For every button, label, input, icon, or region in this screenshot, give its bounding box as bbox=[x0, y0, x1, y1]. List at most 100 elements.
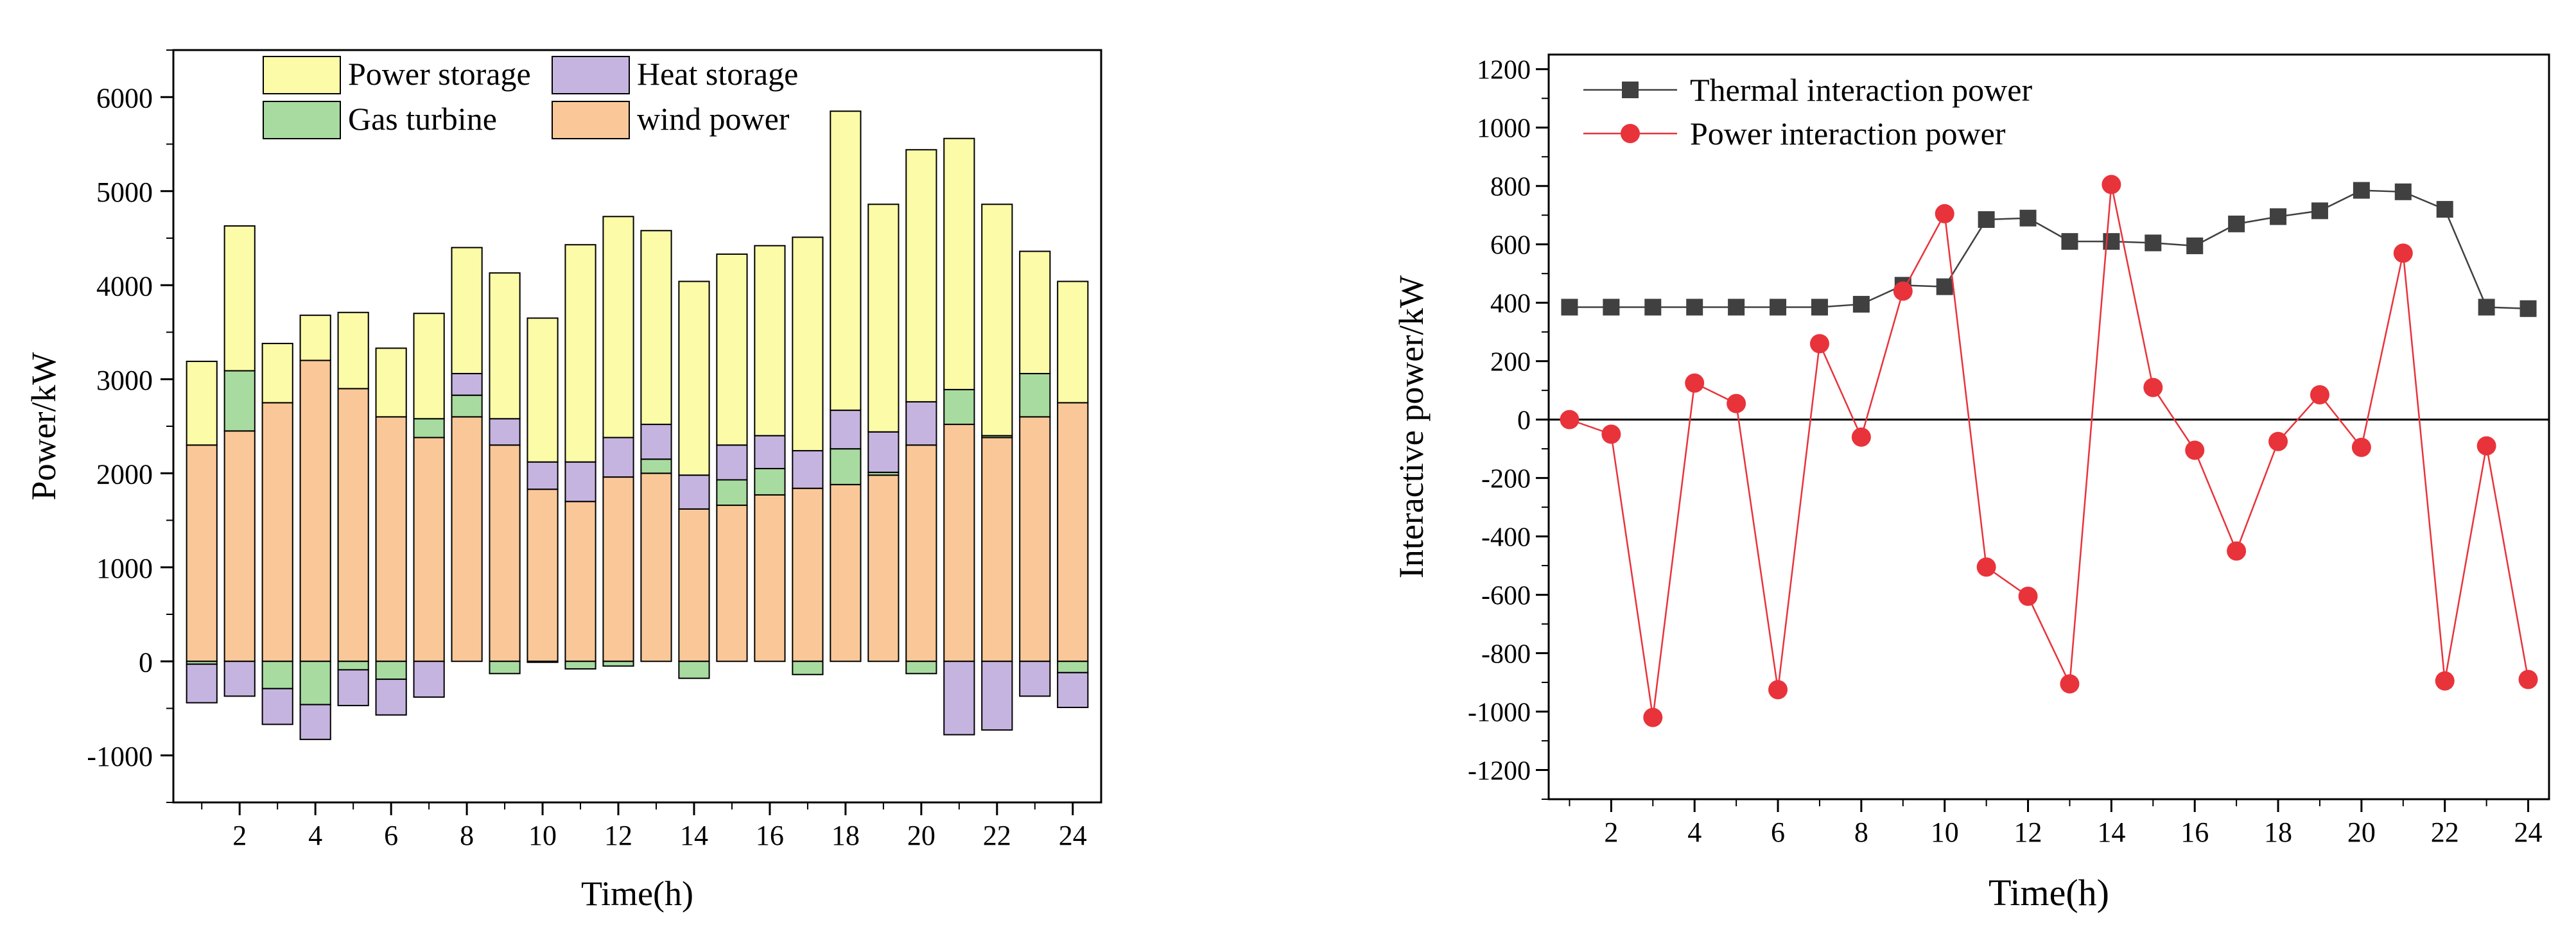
bar-segment bbox=[299, 359, 331, 662]
bar-segment bbox=[602, 661, 634, 667]
y-tick-label: 0 bbox=[1517, 406, 1531, 436]
data-point bbox=[1644, 298, 1662, 316]
series-line bbox=[1569, 184, 2529, 718]
bar-segment bbox=[375, 679, 407, 716]
x-tick-label: 22 bbox=[983, 820, 1011, 851]
bar-segment bbox=[337, 661, 369, 671]
bar-segment bbox=[337, 388, 369, 662]
data-point bbox=[1768, 680, 1788, 700]
bar-segment bbox=[451, 416, 483, 662]
bar-segment bbox=[1057, 402, 1089, 662]
bar-segment bbox=[413, 437, 445, 662]
legend-marker bbox=[1622, 82, 1639, 98]
bar-segment bbox=[489, 444, 521, 662]
data-point bbox=[1770, 298, 1787, 316]
plot-frame bbox=[1547, 53, 2550, 800]
y-tick-label: -400 bbox=[1481, 523, 1531, 553]
data-point bbox=[1728, 298, 1745, 316]
y-tick-label: 6000 bbox=[96, 82, 153, 114]
legend-swatch bbox=[552, 101, 630, 139]
bar-segment bbox=[451, 247, 483, 374]
bar-segment bbox=[754, 435, 786, 469]
bar-segment bbox=[413, 313, 445, 420]
x-tick-label: 2 bbox=[1604, 817, 1618, 848]
bar-segment bbox=[261, 402, 293, 662]
bar-segment bbox=[792, 487, 824, 662]
x-tick-label: 4 bbox=[1687, 817, 1701, 848]
bar-segment bbox=[489, 661, 521, 675]
bar-segment bbox=[981, 661, 1013, 731]
bar-segment bbox=[716, 444, 748, 481]
bar-segment bbox=[754, 467, 786, 496]
x-axis-label: Time(h) bbox=[581, 874, 693, 913]
data-point bbox=[2270, 208, 2287, 225]
y-tick-label: 1200 bbox=[1477, 56, 1531, 85]
y-tick-label: 400 bbox=[1490, 290, 1531, 319]
x-tick-label: 22 bbox=[2431, 817, 2459, 848]
bar-segment bbox=[375, 416, 407, 662]
x-tick-label: 24 bbox=[2514, 817, 2543, 848]
data-point bbox=[1685, 373, 1705, 393]
bar-segment bbox=[830, 110, 862, 411]
bar-segment bbox=[943, 137, 975, 390]
bar-segment bbox=[413, 418, 445, 438]
bar-segment bbox=[527, 661, 559, 663]
y-tick-label: 4000 bbox=[96, 270, 153, 302]
x-tick-label: 20 bbox=[907, 820, 936, 851]
x-tick-label: 16 bbox=[756, 820, 784, 851]
data-point bbox=[2143, 377, 2163, 397]
data-point bbox=[1936, 278, 1953, 295]
data-point bbox=[2018, 586, 2038, 606]
bar-segment bbox=[527, 489, 559, 662]
bar-segment bbox=[678, 281, 710, 476]
y-tick-label: -1000 bbox=[87, 741, 153, 772]
bar-segment bbox=[905, 444, 937, 662]
data-point bbox=[2102, 175, 2121, 195]
bar-segment bbox=[1019, 661, 1051, 697]
data-point bbox=[1560, 410, 1580, 429]
data-point bbox=[2227, 541, 2247, 561]
y-tick-label: 3000 bbox=[96, 365, 153, 396]
x-tick-label: 16 bbox=[2180, 817, 2209, 848]
x-tick-label: 8 bbox=[460, 820, 474, 851]
data-point bbox=[2228, 215, 2245, 232]
legend-label: Power storage bbox=[348, 56, 531, 92]
bar-segment bbox=[1057, 671, 1089, 709]
x-tick-label: 2 bbox=[232, 820, 247, 851]
y-tick-label: 200 bbox=[1490, 348, 1531, 377]
bar-segment bbox=[413, 661, 445, 698]
y-tick-label: -600 bbox=[1481, 582, 1531, 611]
y-tick-label: -800 bbox=[1481, 640, 1531, 670]
bar-segment bbox=[564, 501, 596, 662]
y-tick-label: 0 bbox=[139, 646, 153, 678]
bar-segment bbox=[678, 661, 710, 679]
data-point bbox=[1935, 203, 1954, 223]
bar-segment bbox=[223, 225, 256, 372]
legend-swatch bbox=[263, 101, 341, 139]
bar-segment bbox=[792, 450, 824, 489]
bar-segment bbox=[186, 663, 218, 704]
legend-swatch bbox=[552, 56, 630, 94]
bar-segment bbox=[299, 315, 331, 361]
bar-segment bbox=[602, 216, 634, 438]
legend-swatch bbox=[263, 56, 341, 94]
data-point bbox=[2145, 234, 2162, 252]
data-point bbox=[2060, 674, 2080, 694]
bar-segment bbox=[1019, 250, 1051, 374]
bar-segment bbox=[489, 418, 521, 446]
y-tick-label: 600 bbox=[1490, 231, 1531, 261]
y-tick-label: 800 bbox=[1490, 173, 1531, 202]
data-point bbox=[2061, 233, 2078, 250]
legend-label: Gas turbine bbox=[348, 101, 497, 137]
bar-segment bbox=[527, 317, 559, 463]
bar-segment bbox=[905, 149, 937, 402]
x-axis-label: Time(h) bbox=[1989, 872, 2109, 913]
data-point bbox=[1603, 298, 1620, 316]
data-point bbox=[1686, 298, 1703, 316]
data-point bbox=[1851, 427, 1871, 447]
data-point bbox=[1976, 557, 1996, 577]
bar-segment bbox=[261, 661, 293, 689]
interaction-line-chart: -1200 -1000 -800 -600 -400 -200 0 200 400 600 800 1… bbox=[1368, 0, 2576, 940]
bar-segment bbox=[867, 203, 900, 433]
